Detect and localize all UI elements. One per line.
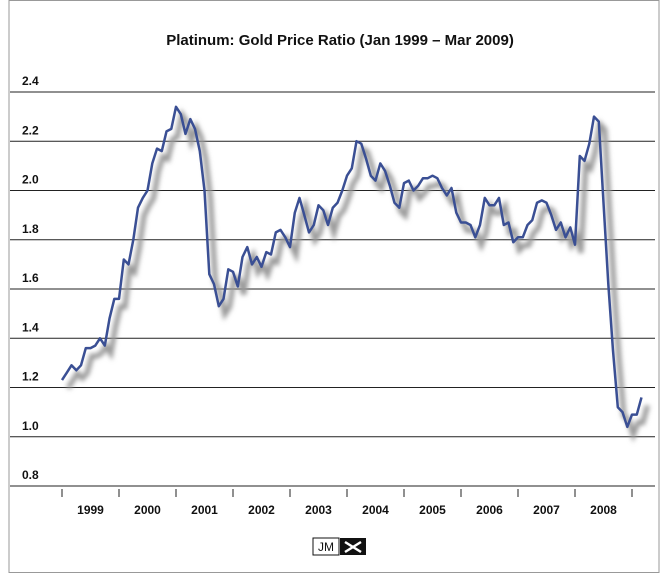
y-tick-label: 2.4 [22,74,39,88]
y-tick-label: 1.6 [22,271,39,285]
y-tick-label: 1.0 [22,419,39,433]
x-tick-label: 2004 [362,503,389,517]
logo-icon-mark [344,540,362,554]
y-tick-label: 2.2 [22,123,39,137]
line [60,105,643,429]
x-tick-label: 2000 [134,503,161,517]
y-tick-label: 2.0 [22,173,39,187]
x-tick-label: 2003 [305,503,332,517]
y-tick-label: 1.4 [22,320,39,334]
x-tick-label: 2005 [419,503,446,517]
y-tick-label: 1.2 [22,370,39,384]
x-tick-label: 1999 [77,503,104,517]
x-tick-label: 2002 [248,503,275,517]
logo-text: JM [318,540,334,554]
logo-box [312,537,340,556]
x-tick-label: 2006 [476,503,503,517]
x-tick-label: 2001 [191,503,218,517]
x-tick-label: 2007 [533,503,560,517]
y-tick-label: 1.8 [22,222,39,236]
frame [8,0,660,573]
line-shadow [65,108,650,443]
y-tick-label: 0.8 [22,468,39,482]
chart-title: Platinum: Gold Price Ratio (Jan 1999 – M… [166,32,514,49]
x-tick-label: 2008 [590,503,617,517]
